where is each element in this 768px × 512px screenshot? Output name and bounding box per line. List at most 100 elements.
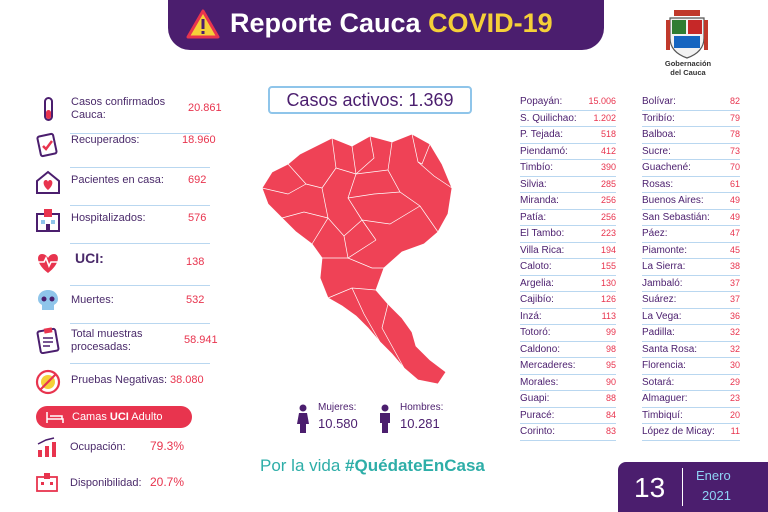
municipio-row: Buenos Aires: 49 (642, 193, 740, 210)
municipio-row: Silvia: 285 (520, 177, 616, 193)
municipio-value: 99 (605, 327, 616, 337)
municipio-row: El Tambo: 223 (520, 226, 616, 243)
municipio-value: 113 (601, 310, 616, 321)
municipio-value: 155 (600, 261, 616, 271)
municipio-name: Sotará: (642, 376, 675, 388)
municipio-row: La Sierra: 38 (642, 259, 740, 276)
municipio-row: Totoró: 99 (520, 325, 616, 342)
municipio-row: S. Quilichao: 1.202 (520, 111, 616, 127)
municipio-value: 20 (729, 409, 740, 420)
municipio-name: Villa Rica: (520, 244, 565, 256)
stat-pacientes-casa: Pacientes en casa: 692 (30, 166, 230, 206)
municipio-value: 126 (600, 294, 616, 304)
municipio-row: Piendamó: 412 (520, 144, 616, 160)
municipio-row: Timbío: 390 (520, 160, 616, 177)
home-heart-icon (36, 170, 60, 194)
municipio-value: 47 (729, 228, 740, 238)
municipio-value: 15.006 (588, 96, 616, 106)
municipio-name: Balboa: (642, 129, 676, 140)
municipio-name: Guachené: (642, 162, 691, 173)
municipio-value: 130 (600, 277, 616, 288)
municipio-value: 194 (600, 244, 616, 255)
municipios-column-1: Popayán: 15.006 S. Quilichao: 1.202 P. Tejad… (520, 94, 616, 441)
stat-hospitalizados: Hospitalizados: 576 (30, 204, 230, 244)
date-month: Enero (696, 468, 731, 483)
municipio-row: Timbiquí: 20 (642, 408, 740, 424)
municipio-value: 412 (600, 145, 616, 156)
municipio-row: Guapi: 88 (520, 391, 616, 408)
municipio-row: Bolívar: 82 (642, 94, 740, 111)
stat-pruebas-negativas: Pruebas Negativas: 38.080 (30, 366, 230, 400)
municipio-value: 390 (600, 162, 616, 172)
municipio-name: Buenos Aires: (642, 195, 704, 206)
municipio-row: Puracé: 84 (520, 408, 616, 424)
municipio-name: Toribío: (642, 112, 675, 124)
municipio-name: Morales: (520, 376, 559, 388)
municipio-value: 32 (729, 327, 740, 337)
municipio-row: Páez: 47 (642, 226, 740, 243)
municipio-row: Caloto: 155 (520, 259, 616, 276)
stat-muertes: Muertes: 532 (30, 284, 230, 324)
municipio-value: 256 (600, 211, 616, 222)
municipio-name: Piendamó: (520, 145, 568, 157)
municipio-value: 49 (729, 211, 740, 222)
casos-activos-box: Casos activos: 1.369 (268, 86, 472, 114)
skull-icon (38, 290, 58, 310)
disponibilidad-value: 20.7% (150, 475, 185, 489)
municipio-row: Sucre: 73 (642, 144, 740, 160)
municipio-name: Miranda: (520, 195, 559, 206)
municipio-value: 90 (605, 376, 616, 387)
municipio-value: 285 (600, 178, 616, 189)
municipio-name: La Sierra: (642, 261, 686, 272)
municipio-name: Mercaderes: (520, 360, 576, 371)
logo-caption: Gobernación del Cauca (664, 59, 712, 77)
municipio-value: 38 (729, 261, 740, 271)
municipio-row: Caldono: 98 (520, 342, 616, 358)
municipio-name: Argelia: (520, 277, 554, 289)
municipio-name: Bolívar: (642, 96, 676, 107)
municipio-value: 88 (605, 393, 616, 403)
municipio-value: 37 (729, 294, 740, 304)
municipio-name: Cajibío: (520, 294, 554, 305)
municipio-value: 223 (600, 228, 616, 238)
cauca-map (261, 133, 453, 385)
bed-icon (46, 412, 64, 423)
ocupacion-label: Ocupación: (70, 441, 126, 453)
municipio-value: 95 (605, 360, 616, 370)
municipio-value: 23 (729, 393, 740, 403)
municipio-value: 78 (729, 129, 740, 139)
uci-adulto-pill: Camas UCI Adulto (36, 406, 192, 428)
slogan: Por la vida #QuédateEnCasa (260, 456, 485, 475)
municipio-name: Silvia: (520, 178, 547, 190)
header-banner: Reporte Cauca COVID-19 (168, 0, 604, 50)
municipio-name: Popayán: (520, 96, 563, 107)
municipio-name: Caloto: (520, 261, 552, 272)
municipio-row: Rosas: 61 (642, 177, 740, 193)
municipio-value: 79 (729, 112, 740, 123)
municipio-value: 256 (600, 195, 616, 205)
municipio-name: P. Tejada: (520, 129, 564, 140)
municipio-row: Cajibío: 126 (520, 292, 616, 309)
municipio-name: Timbiquí: (642, 409, 683, 421)
municipio-name: Timbío: (520, 162, 553, 173)
municipio-row: Argelia: 130 (520, 276, 616, 292)
stat-recuperados: Recuperados: 18.960 (30, 128, 230, 168)
municipio-name: Patía: (520, 211, 547, 223)
municipio-row: Jambaló: 37 (642, 276, 740, 292)
municipio-value: 29 (729, 376, 740, 387)
municipio-value: 36 (729, 310, 740, 321)
municipio-value: 61 (729, 178, 740, 189)
stat-uci: UCI: 138 (30, 246, 230, 286)
municipio-name: Puracé: (520, 409, 555, 421)
municipio-name: Rosas: (642, 178, 674, 190)
municipio-name: López de Micay: (642, 426, 715, 437)
municipio-row: Popayán: 15.006 (520, 94, 616, 111)
municipio-row: Piamonte: 45 (642, 243, 740, 259)
municipio-name: San Sebastián: (642, 211, 710, 223)
municipio-value: 518 (600, 129, 616, 139)
municipio-name: Santa Rosa: (642, 343, 698, 355)
municipios-column-2: Bolívar: 82 Toribío: 79 Balboa: 78 Sucre: 73 Gua… (642, 94, 740, 441)
checklist-icon (36, 132, 58, 158)
bar-growth-icon (37, 437, 56, 457)
heartbeat-icon (38, 254, 58, 273)
